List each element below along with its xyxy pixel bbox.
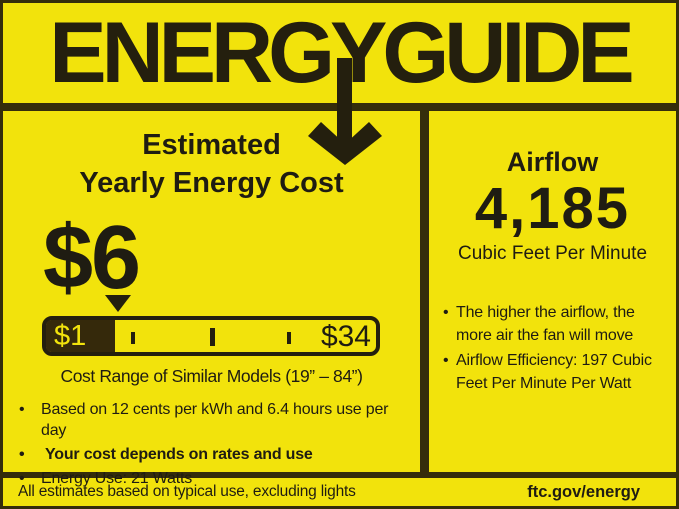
airflow-unit: Cubic Feet Per Minute [457, 243, 648, 264]
cost-note-2-text: Your cost depends on rates and use [45, 446, 313, 463]
bullet-icon: • [19, 446, 25, 463]
cost-note-1: • Based on 12 cents per kWh and 6.4 hour… [19, 399, 417, 441]
airflow-note-2-text: Airflow Efficiency: 197 Cubic Feet Per M… [456, 352, 652, 392]
cost-notes-list: • Based on 12 cents per kWh and 6.4 hour… [19, 399, 417, 492]
range-caption: Cost Range of Similar Models (19” – 84”) [60, 366, 363, 386]
airflow-notes-list: • The higher the airflow, the more air t… [443, 301, 661, 397]
range-tick-1 [131, 332, 135, 344]
footer-divider [3, 472, 676, 478]
airflow-value: 4,185 [474, 176, 631, 241]
cost-pointer-icon [105, 295, 131, 312]
bullet-icon: • [19, 470, 25, 487]
cost-range-fill: $1 [46, 320, 115, 352]
footer-website: ftc.gov/energy [527, 482, 640, 501]
cost-title-line2: Yearly Energy Cost [79, 167, 344, 199]
airflow-section: Airflow 4,185 Cubic Feet Per Minute • Th… [429, 111, 676, 472]
cost-note-3-text: Energy Use: 21 Watts [41, 470, 193, 487]
range-min-label: $1 [54, 320, 87, 352]
down-arrow-icon [308, 58, 382, 165]
bullet-icon: • [443, 304, 449, 321]
cost-title-line1: Estimated [142, 129, 281, 161]
footer-bar: All estimates based on typical use, excl… [3, 478, 676, 506]
cost-note-3: • Energy Use: 21 Watts [19, 468, 417, 489]
range-tick-3 [287, 332, 291, 344]
cost-section: Estimated Yearly Energy Cost $6 $1 $34 C… [3, 111, 420, 487]
column-divider [420, 103, 429, 472]
range-max-label: $34 [320, 320, 371, 353]
bullet-icon: • [19, 401, 25, 418]
airflow-note-1: • The higher the airflow, the more air t… [443, 301, 661, 347]
range-tick-2 [210, 328, 215, 346]
footer-note: All estimates based on typical use, excl… [18, 483, 356, 500]
airflow-note-2: • Airflow Efficiency: 197 Cubic Feet Per… [443, 349, 661, 395]
cost-range-bar: $1 $34 [42, 316, 380, 356]
bullet-icon: • [443, 352, 449, 369]
airflow-note-1-text: The higher the airflow, the more air the… [456, 304, 635, 344]
cost-note-1-text: Based on 12 cents per kWh and 6.4 hours … [41, 401, 389, 439]
cost-note-2: • Your cost depends on rates and use [19, 444, 417, 465]
yearly-cost-value: $6 [43, 208, 141, 308]
airflow-title: Airflow [506, 147, 599, 177]
